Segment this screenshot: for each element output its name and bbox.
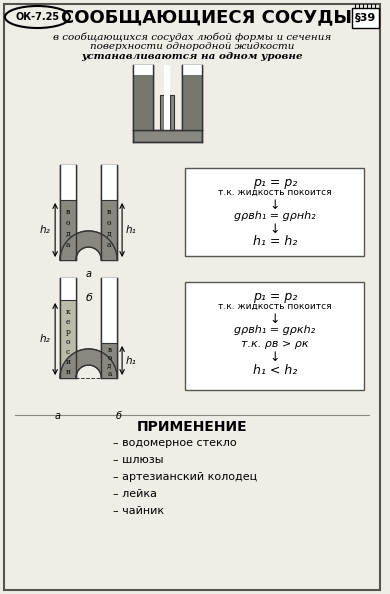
Text: gρвh₁ = gρнh₂: gρвh₁ = gρнh₂: [234, 211, 316, 221]
Text: д: д: [107, 230, 112, 238]
Text: а: а: [55, 411, 61, 421]
Text: ↓: ↓: [269, 223, 280, 236]
Polygon shape: [60, 278, 76, 378]
Text: ПРИМЕНЕНИЕ: ПРИМЕНЕНИЕ: [136, 420, 247, 434]
Text: h₂: h₂: [39, 225, 50, 235]
Text: устанавливаются на одном уровне: устанавливаются на одном уровне: [81, 52, 303, 61]
Text: б: б: [85, 293, 92, 303]
Text: о: о: [107, 354, 112, 362]
Polygon shape: [133, 75, 152, 130]
Text: – чайник: – чайник: [113, 506, 164, 516]
Text: h₁: h₁: [126, 225, 137, 235]
Text: h₁ = h₂: h₁ = h₂: [253, 235, 297, 248]
Text: д: д: [107, 362, 112, 370]
Text: – шлюзы: – шлюзы: [113, 455, 164, 465]
Text: ↓: ↓: [269, 313, 280, 326]
Text: §39: §39: [355, 13, 376, 23]
Polygon shape: [101, 200, 117, 260]
Polygon shape: [60, 349, 117, 378]
Polygon shape: [60, 165, 76, 200]
Text: – водомерное стекло: – водомерное стекло: [113, 438, 237, 448]
Text: – артезианский колодец: – артезианский колодец: [113, 472, 257, 482]
Bar: [185, 168, 364, 256]
Text: а: а: [107, 241, 112, 249]
Text: gρвh₁ = gρкh₂: gρвh₁ = gρкh₂: [234, 325, 315, 335]
Polygon shape: [165, 65, 170, 130]
Text: к: к: [66, 308, 70, 316]
Text: – лейка: – лейка: [113, 489, 157, 499]
Polygon shape: [101, 343, 117, 378]
Text: о: о: [66, 219, 70, 227]
Polygon shape: [101, 278, 117, 343]
Polygon shape: [60, 231, 117, 260]
Text: в: в: [107, 208, 112, 216]
Text: в сообщающихся сосудах любой формы и сечения: в сообщающихся сосудах любой формы и сеч…: [53, 32, 331, 42]
Text: о: о: [107, 219, 112, 227]
Polygon shape: [133, 130, 202, 142]
Text: а: а: [107, 370, 112, 378]
Text: ↓: ↓: [269, 199, 280, 212]
Text: т.к. жидкость покоится: т.к. жидкость покоится: [218, 188, 332, 197]
Text: а: а: [66, 241, 70, 249]
Bar: [351, 8, 379, 28]
Polygon shape: [60, 200, 76, 260]
Text: с: с: [66, 348, 70, 356]
Text: н: н: [66, 368, 71, 376]
Polygon shape: [133, 65, 152, 75]
Text: p₁ = p₂: p₁ = p₂: [253, 290, 297, 303]
Text: ОК-7.25: ОК-7.25: [15, 12, 60, 22]
Text: т.к. жидкость покоится: т.к. жидкость покоится: [218, 302, 332, 311]
Polygon shape: [133, 65, 152, 130]
Polygon shape: [60, 349, 117, 378]
Bar: [185, 282, 364, 390]
Text: а: а: [86, 269, 92, 279]
Text: p₁ = p₂: p₁ = p₂: [253, 176, 297, 189]
Text: и: и: [66, 358, 71, 366]
Polygon shape: [101, 278, 117, 378]
Text: поверхности однородной жидкости: поверхности однородной жидкости: [90, 42, 294, 51]
Polygon shape: [170, 95, 174, 130]
Polygon shape: [161, 95, 165, 130]
Text: т.к. ρв > ρк: т.к. ρв > ρк: [241, 339, 308, 349]
Polygon shape: [60, 231, 117, 260]
Polygon shape: [182, 65, 202, 130]
Text: е: е: [66, 318, 70, 326]
Polygon shape: [101, 165, 117, 260]
Text: ↓: ↓: [269, 351, 280, 364]
Text: б: б: [116, 411, 122, 421]
Text: СООБЩАЮЩИЕСЯ СОСУДЫ: СООБЩАЮЩИЕСЯ СОСУДЫ: [61, 8, 352, 26]
Text: р: р: [66, 328, 70, 336]
Polygon shape: [60, 165, 76, 260]
Polygon shape: [60, 278, 76, 300]
Text: h₁ < h₂: h₁ < h₂: [253, 364, 297, 377]
Text: о: о: [66, 338, 70, 346]
Polygon shape: [182, 65, 202, 75]
Text: в: в: [66, 208, 70, 216]
Polygon shape: [182, 75, 202, 130]
Text: в: в: [107, 346, 111, 354]
Text: h₂: h₂: [39, 334, 50, 344]
Text: д: д: [66, 230, 70, 238]
Polygon shape: [60, 300, 76, 378]
Polygon shape: [101, 165, 117, 200]
Text: h₁: h₁: [126, 355, 137, 365]
